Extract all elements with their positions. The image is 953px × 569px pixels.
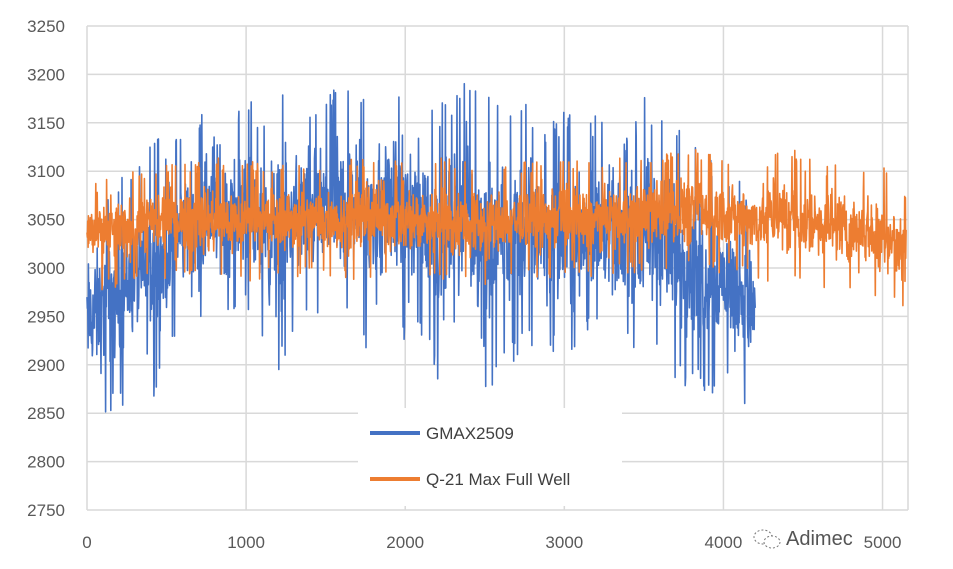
y-tick-label: 2750 bbox=[27, 501, 65, 520]
series-line-0 bbox=[86, 82, 756, 413]
legend-label-gmax2509: GMAX2509 bbox=[426, 424, 514, 443]
x-tick-label: 4000 bbox=[705, 533, 743, 552]
x-tick-label: 5000 bbox=[864, 533, 902, 552]
legend-box bbox=[358, 408, 622, 506]
y-tick-label: 2950 bbox=[27, 307, 65, 326]
wechat-icon bbox=[753, 529, 781, 549]
watermark-text: Adimec bbox=[786, 527, 853, 550]
y-tick-label: 3150 bbox=[27, 114, 65, 133]
legend-label-q21: Q-21 Max Full Well bbox=[426, 470, 570, 489]
y-tick-label: 3200 bbox=[27, 65, 65, 84]
y-tick-label: 3000 bbox=[27, 259, 65, 278]
y-tick-label: 2800 bbox=[27, 453, 65, 472]
y-tick-label: 3100 bbox=[27, 162, 65, 181]
watermark: Adimec bbox=[752, 526, 853, 552]
x-tick-label: 3000 bbox=[545, 533, 583, 552]
y-tick-label: 3250 bbox=[27, 17, 65, 36]
series-line-1 bbox=[86, 149, 907, 307]
x-axis-ticks: 0 1000 2000 3000 4000 5000 bbox=[82, 533, 901, 552]
x-tick-label: 1000 bbox=[227, 533, 265, 552]
y-tick-label: 3050 bbox=[27, 211, 65, 230]
series-lines bbox=[86, 82, 907, 413]
y-tick-label: 2850 bbox=[27, 404, 65, 423]
y-axis-ticks: 2750 2800 2850 2900 2950 3000 3050 3100 3150 3200… bbox=[27, 17, 65, 520]
x-tick-label: 2000 bbox=[386, 533, 424, 552]
x-tick-label: 0 bbox=[82, 533, 91, 552]
y-tick-label: 2900 bbox=[27, 356, 65, 375]
legend: GMAX2509 Q-21 Max Full Well bbox=[358, 408, 622, 506]
